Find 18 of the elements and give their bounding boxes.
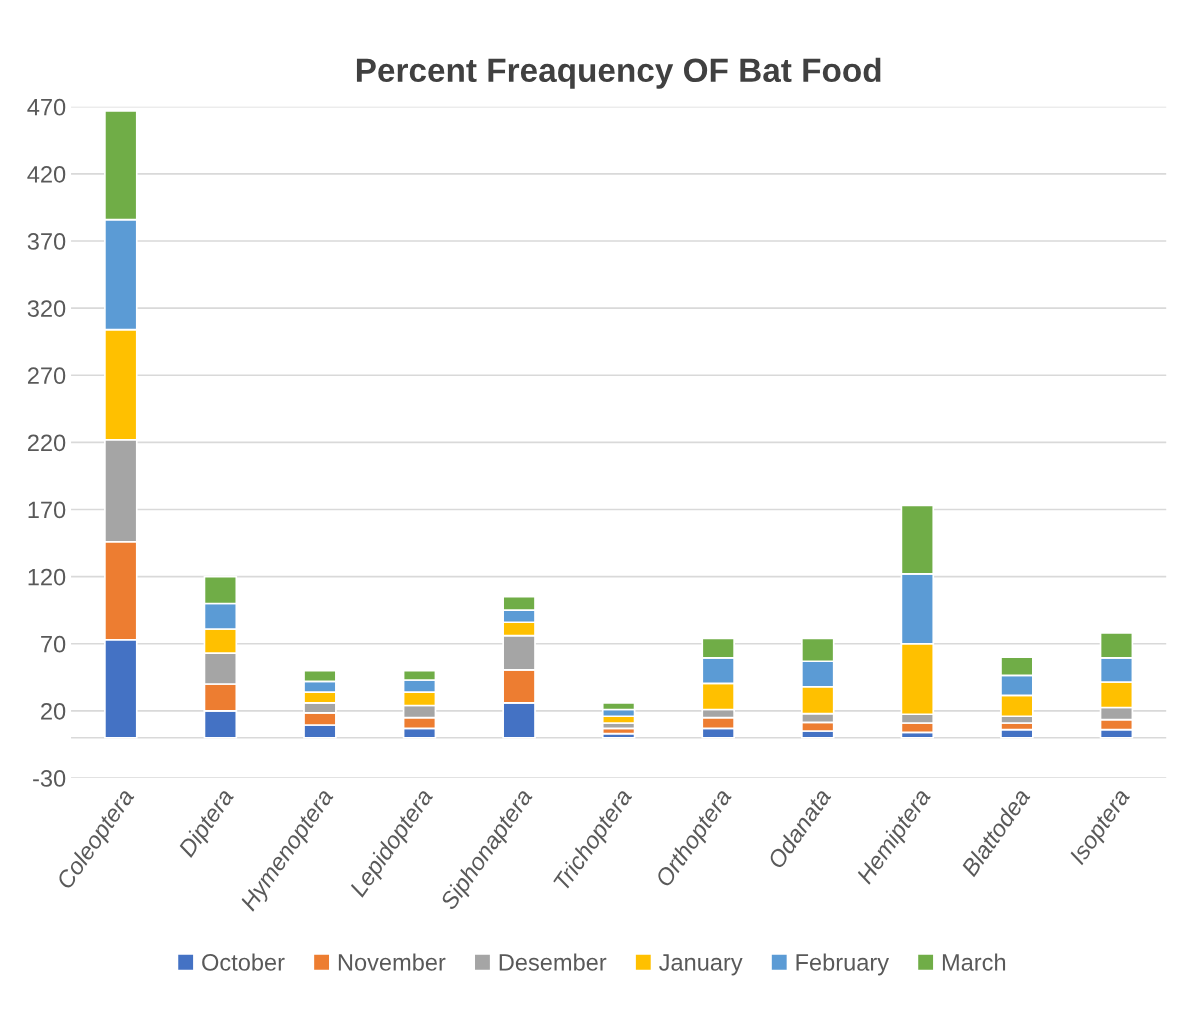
y-tick-label: 270 — [27, 367, 66, 385]
legend-label: February — [796, 953, 890, 976]
legend-label: March — [942, 953, 1006, 971]
y-tick-label: 470 — [27, 98, 66, 116]
legend-label: Desember — [499, 953, 607, 971]
y-tick-label: 20 — [41, 702, 66, 720]
legend-label: October — [202, 953, 285, 971]
legend-label: January — [659, 954, 743, 976]
y-tick-label: 120 — [28, 568, 66, 586]
legend-label: November — [338, 953, 446, 971]
y-tick-label: -30 — [33, 770, 66, 787]
y-tick-label: 70 — [41, 635, 66, 653]
y-tick-label: 370 — [27, 233, 66, 250]
chart-title: Percent Freaquency OF Bat Food — [356, 57, 881, 89]
y-tick-label: 220 — [27, 434, 66, 452]
y-tick-label: 170 — [28, 501, 66, 519]
y-tick-label: 320 — [27, 300, 66, 317]
y-tick-label: 420 — [27, 165, 66, 183]
